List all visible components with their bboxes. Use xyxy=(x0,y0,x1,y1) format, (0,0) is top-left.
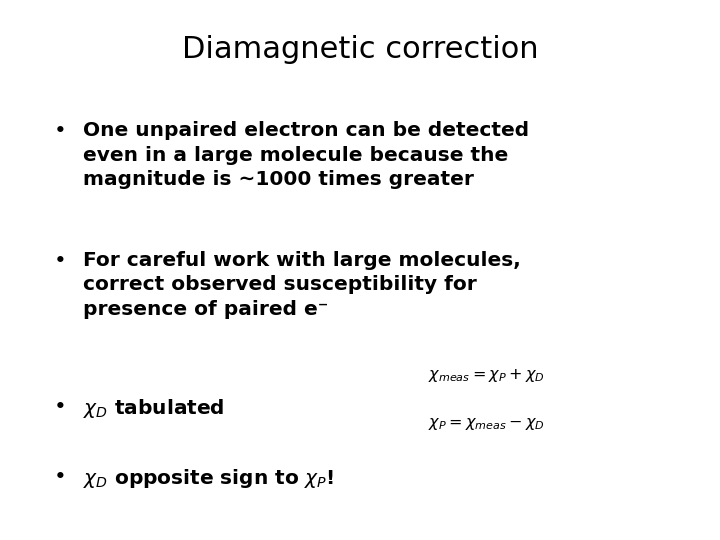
Text: •: • xyxy=(54,122,67,141)
Text: $\chi_P = \chi_{meas} - \chi_D$: $\chi_P = \chi_{meas} - \chi_D$ xyxy=(428,416,545,432)
Text: •: • xyxy=(54,251,67,271)
Text: $\chi_D$ opposite sign to $\chi_P$!: $\chi_D$ opposite sign to $\chi_P$! xyxy=(83,467,334,490)
Text: For careful work with large molecules,
correct observed susceptibility for
prese: For careful work with large molecules, c… xyxy=(83,251,521,319)
Text: $\chi_D$ tabulated: $\chi_D$ tabulated xyxy=(83,397,225,420)
Text: $\chi_{meas} = \chi_P + \chi_D$: $\chi_{meas} = \chi_P + \chi_D$ xyxy=(428,367,545,384)
Text: •: • xyxy=(54,467,67,487)
Text: Diamagnetic correction: Diamagnetic correction xyxy=(181,35,539,64)
Text: One unpaired electron can be detected
even in a large molecule because the
magni: One unpaired electron can be detected ev… xyxy=(83,122,529,189)
Text: •: • xyxy=(54,397,67,417)
